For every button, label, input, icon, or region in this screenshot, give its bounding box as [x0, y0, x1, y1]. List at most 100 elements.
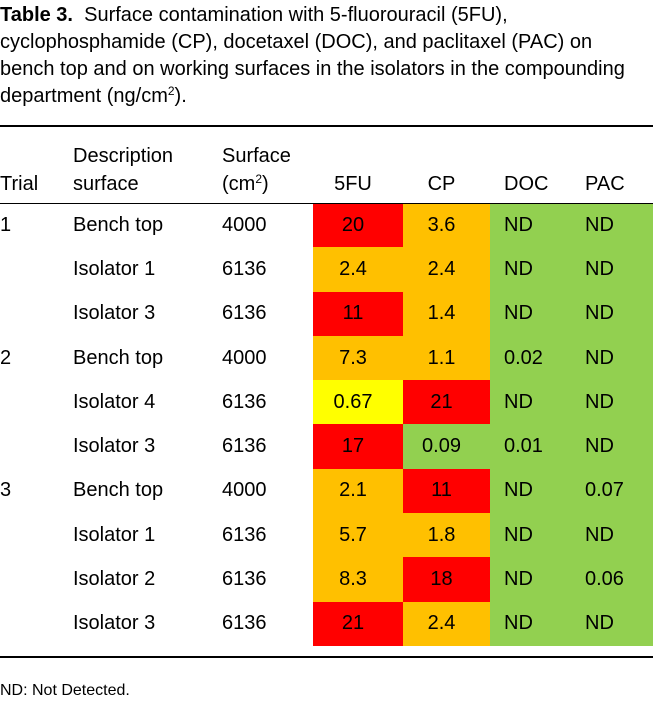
description-cell: Isolator 4: [73, 390, 156, 413]
header-surface-unit-prefix: (cm: [222, 173, 256, 195]
doc-cell: ND: [490, 468, 581, 514]
fu-cell: 2.4: [313, 247, 403, 292]
pac-cell: ND: [581, 380, 653, 425]
surface-cell: 6136: [222, 612, 267, 635]
header-surface: Surface (cm2): [222, 140, 313, 203]
header-description-line1: Description: [73, 145, 174, 167]
caption-text: Surface contamination with 5-fluorouraci…: [0, 4, 625, 107]
pac-cell: ND: [581, 513, 653, 558]
table-row: Isolator 2 6136 8.3 18 ND 0.06: [0, 557, 653, 602]
trial-cell: [0, 247, 73, 291]
description-cell: Isolator 3: [73, 302, 156, 325]
description-cell: Bench top: [73, 346, 164, 369]
table-row: 1 Bench top 4000 20 3.6 ND ND: [0, 203, 653, 248]
cp-cell: 11: [403, 468, 490, 514]
trial-cell: [0, 424, 73, 468]
fu-cell: 5.7: [313, 513, 403, 558]
description-cell: Bench top: [73, 479, 164, 502]
header-cp: CP: [427, 173, 456, 195]
description-cell: Isolator 3: [73, 612, 156, 635]
trial-cell: 3: [0, 479, 12, 502]
cp-cell: 3.6: [403, 203, 490, 248]
cp-cell: 18: [403, 557, 490, 602]
header-description: Description surface: [73, 140, 222, 203]
bottom-rule: [0, 656, 653, 658]
surface-cell: 4000: [222, 213, 267, 236]
header-surface-unit-suffix: ): [262, 173, 269, 195]
fu-cell: 0.67: [313, 380, 403, 425]
description-cell: Isolator 1: [73, 523, 156, 546]
description-cell: Bench top: [73, 213, 164, 236]
table-row: Isolator 3 6136 17 0.09 0.01 ND: [0, 424, 653, 469]
description-cell: Isolator 3: [73, 435, 156, 458]
table-row: 3 Bench top 4000 2.1 11 ND 0.07: [0, 468, 653, 514]
table-row: Isolator 1 6136 5.7 1.8 ND ND: [0, 513, 653, 558]
header-surface-unit-sup: 2: [255, 172, 263, 186]
table-row: Isolator 3 6136 11 1.4 ND ND: [0, 291, 653, 336]
doc-cell: ND: [490, 380, 581, 425]
header-rule: [0, 203, 653, 204]
header-surface-line1: Surface: [222, 145, 291, 167]
fu-cell: 8.3: [313, 557, 403, 602]
header-description-line2: surface: [73, 173, 139, 195]
trial-cell: [0, 602, 73, 646]
table-row: Isolator 3 6136 21 2.4 ND ND: [0, 601, 653, 646]
table-row: 2 Bench top 4000 7.3 1.1 0.02 ND: [0, 335, 653, 381]
doc-cell: ND: [490, 247, 581, 292]
contamination-table: Trial Description surface Surface (cm2) 5F…: [0, 140, 653, 646]
surface-cell: 4000: [222, 346, 267, 369]
fu-cell: 2.1: [313, 468, 403, 514]
fu-cell: 20: [313, 203, 403, 248]
cp-cell: 21: [403, 380, 490, 425]
surface-cell: 6136: [222, 568, 267, 591]
doc-cell: ND: [490, 601, 581, 646]
header-row: Trial Description surface Surface (cm2) 5F…: [0, 140, 653, 203]
doc-cell: ND: [490, 291, 581, 336]
description-cell: Isolator 2: [73, 568, 156, 591]
table-row: Isolator 1 6136 2.4 2.4 ND ND: [0, 247, 653, 292]
doc-cell: 0.01: [490, 424, 581, 469]
pac-cell: ND: [581, 247, 653, 292]
cp-cell: 2.4: [403, 247, 490, 292]
surface-cell: 6136: [222, 390, 267, 413]
trial-cell: 1: [0, 213, 12, 236]
header-doc: DOC: [504, 173, 549, 195]
table-row: Isolator 4 6136 0.67 21 ND ND: [0, 380, 653, 425]
pac-cell: 0.06: [581, 557, 653, 602]
fu-cell: 7.3: [313, 335, 403, 381]
pac-cell: ND: [581, 203, 653, 248]
caption-superscript: 2: [167, 84, 175, 98]
header-5fu: 5FU: [334, 173, 372, 195]
description-cell: Isolator 1: [73, 257, 156, 280]
pac-cell: ND: [581, 424, 653, 469]
trial-cell: [0, 380, 73, 424]
doc-cell: ND: [490, 513, 581, 558]
fu-cell: 17: [313, 424, 403, 469]
top-rule: [0, 125, 653, 127]
surface-cell: 6136: [222, 435, 267, 458]
doc-cell: ND: [490, 203, 581, 248]
caption-label: Table 3.: [0, 4, 73, 26]
trial-cell: [0, 513, 73, 557]
surface-cell: 6136: [222, 523, 267, 546]
pac-cell: ND: [581, 601, 653, 646]
footnote: ND: Not Detected.: [0, 682, 130, 699]
header-trial: Trial: [0, 173, 39, 195]
pac-cell: 0.07: [581, 468, 653, 514]
trial-cell: [0, 557, 73, 601]
trial-cell: 2: [0, 346, 12, 369]
cp-cell: 1.1: [403, 335, 490, 381]
pac-cell: ND: [581, 291, 653, 336]
fu-cell: 21: [313, 601, 403, 646]
header-pac: PAC: [585, 173, 625, 195]
pac-cell: ND: [581, 335, 653, 381]
table-caption: Table 3. Surface contamination with 5-fl…: [0, 2, 648, 110]
trial-cell: [0, 292, 73, 336]
surface-cell: 6136: [222, 257, 267, 280]
surface-cell: 4000: [222, 479, 267, 502]
cp-cell: 1.4: [403, 291, 490, 336]
cp-cell: 1.8: [403, 513, 490, 558]
doc-cell: 0.02: [490, 335, 581, 381]
cp-cell: 2.4: [403, 601, 490, 646]
surface-cell: 6136: [222, 302, 267, 325]
